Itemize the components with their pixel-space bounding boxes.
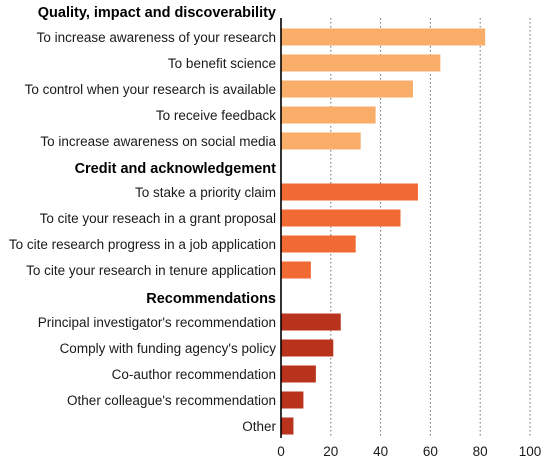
x-tick-label: 40 xyxy=(373,444,388,459)
x-tick-label: 0 xyxy=(277,444,285,459)
bar-quality-0 xyxy=(281,28,486,46)
bar-recommendations-4 xyxy=(281,417,294,435)
bar-credit-3 xyxy=(281,261,311,279)
bar-recommendations-3 xyxy=(281,391,304,409)
category-label: To stake a priority claim xyxy=(135,185,276,200)
bar-quality-3 xyxy=(281,106,376,124)
x-tick-label: 20 xyxy=(323,444,338,459)
category-label: Principal investigator's recommendation xyxy=(38,315,276,330)
category-label: To increase awareness of your research xyxy=(37,30,276,45)
bar-credit-1 xyxy=(281,209,401,227)
x-tick-label: 60 xyxy=(423,444,438,459)
group-title-credit: Credit and acknowledgement xyxy=(75,161,277,177)
category-label: Comply with funding agency's policy xyxy=(60,341,277,356)
category-label: To cite your research in tenure applicat… xyxy=(26,263,276,278)
category-label: To cite research progress in a job appli… xyxy=(9,237,276,252)
category-label: Other colleague's recommendation xyxy=(67,393,276,408)
bar-quality-4 xyxy=(281,132,361,150)
group-title-quality: Quality, impact and discoverability xyxy=(38,5,276,21)
category-label: Other xyxy=(242,419,276,434)
bar-credit-0 xyxy=(281,183,418,201)
bars xyxy=(281,28,486,435)
x-axis: 0 20 40 60 80 100 xyxy=(277,18,541,459)
bar-quality-2 xyxy=(281,80,413,98)
bar-recommendations-0 xyxy=(281,313,341,331)
x-tick-label: 80 xyxy=(473,444,488,459)
category-label: To benefit science xyxy=(168,56,276,71)
category-labels: Quality, impact and discoverability To in… xyxy=(9,5,277,434)
category-label: To control when your research is availab… xyxy=(25,82,276,97)
x-tick-label: 100 xyxy=(519,444,542,459)
category-label: To cite your reseach in a grant proposal xyxy=(40,211,276,226)
category-label: To receive feedback xyxy=(156,108,276,123)
bar-quality-1 xyxy=(281,54,441,72)
category-label: To increase awareness on social media xyxy=(40,134,276,149)
bar-recommendations-2 xyxy=(281,365,316,383)
bar-credit-2 xyxy=(281,235,356,253)
bar-recommendations-1 xyxy=(281,339,334,357)
category-label: Co-author recommendation xyxy=(112,367,276,382)
group-title-recommendations: Recommendations xyxy=(146,291,276,307)
